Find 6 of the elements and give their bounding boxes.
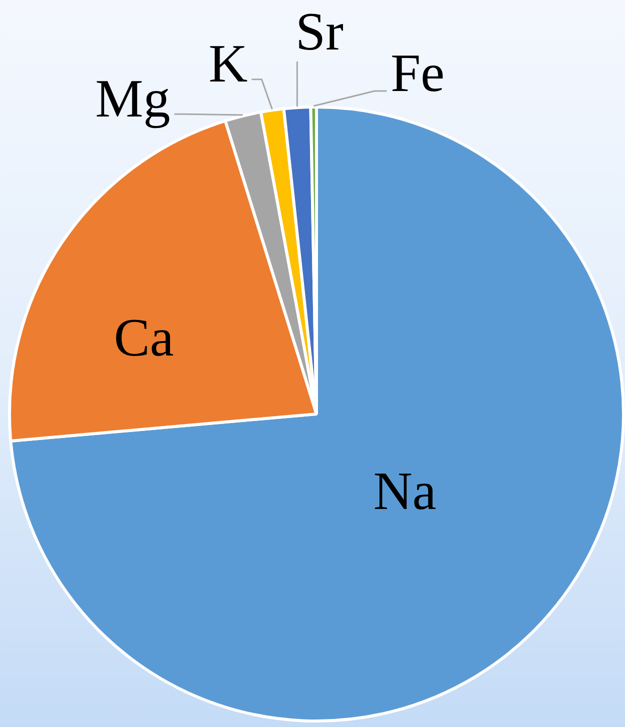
slice-label: Na xyxy=(373,461,436,522)
slice-label: Mg xyxy=(95,68,170,128)
slice-label: K xyxy=(208,34,248,94)
slice-label: Fe xyxy=(390,43,445,104)
slice-label: Ca xyxy=(114,307,174,368)
slice-label: Sr xyxy=(295,2,344,62)
